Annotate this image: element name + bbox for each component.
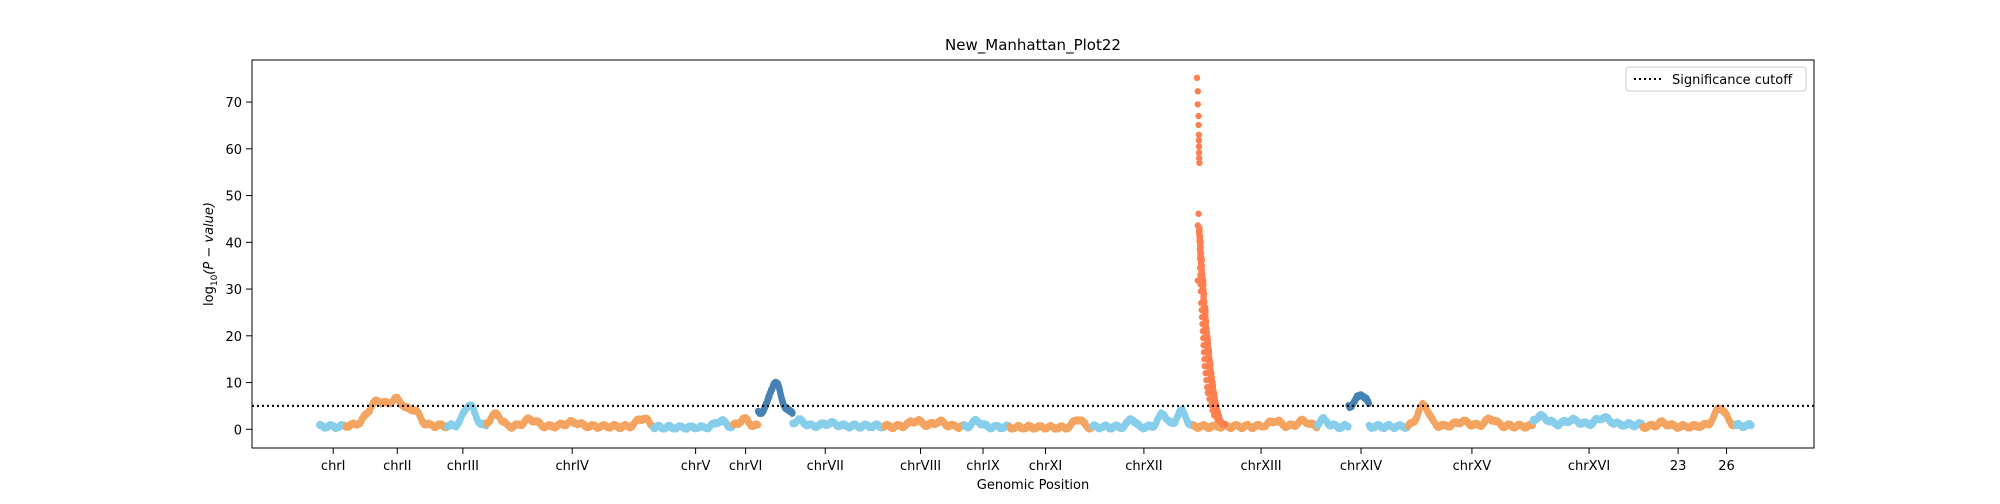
data-point: [789, 409, 796, 416]
series-chrXIV-peak: [1345, 391, 1373, 411]
data-point: [1345, 423, 1352, 430]
series-chrI: [316, 420, 349, 433]
series-chrV: [650, 416, 737, 433]
data-points-layer: [316, 74, 1755, 433]
series-chrIII: [444, 401, 490, 431]
series-chrXIV: [1314, 413, 1352, 433]
series-chrVI: [729, 414, 762, 431]
series-chrII: [342, 393, 451, 432]
series-chrXIII: [1190, 415, 1321, 433]
series-chrXI: [1006, 416, 1096, 433]
series-chrXV: [1404, 399, 1537, 432]
series-chrVI-peak: [754, 378, 796, 418]
series-chrIX: [961, 415, 1013, 433]
series-chrVIII: [881, 416, 968, 433]
data-point: [754, 421, 762, 429]
series-chrXVI: [1529, 410, 1646, 431]
series-chrVII: [789, 415, 888, 432]
series-chrXII: [1089, 405, 1198, 433]
series-chrXIV: [1365, 420, 1412, 432]
series-chrIV: [483, 409, 657, 433]
